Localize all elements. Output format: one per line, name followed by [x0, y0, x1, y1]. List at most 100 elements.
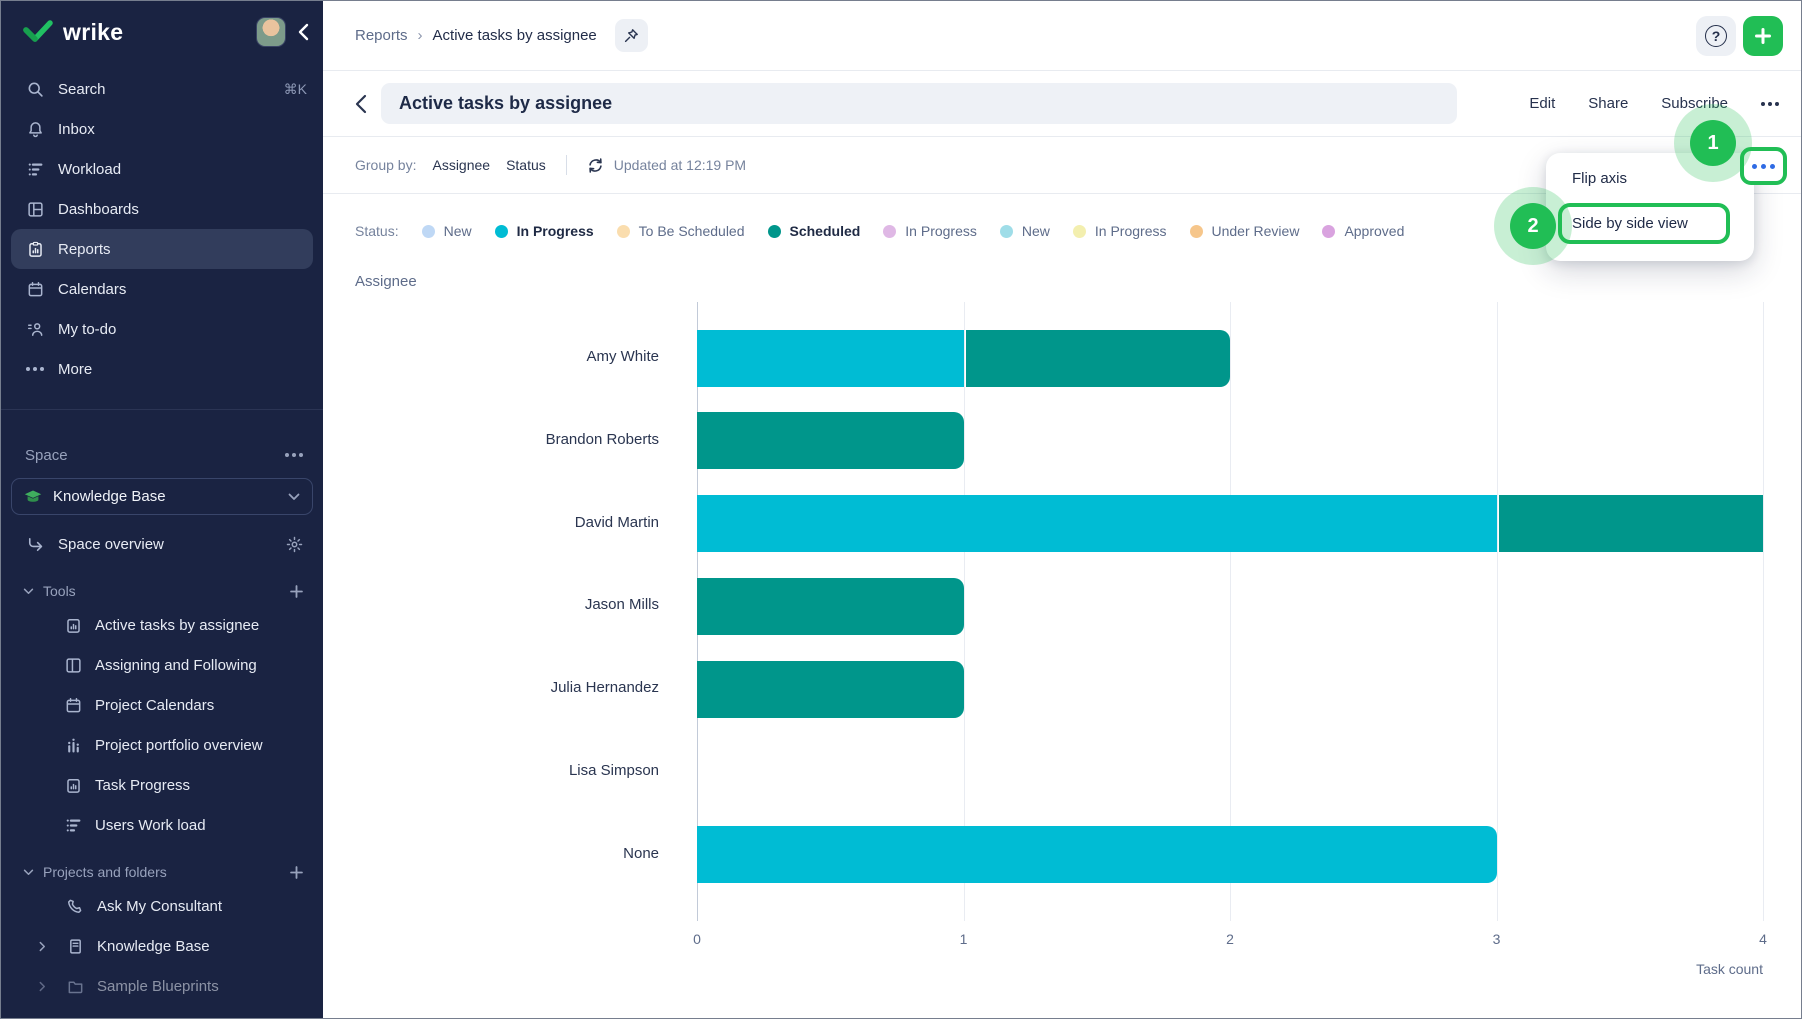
sidebar-item-label: Calendars: [58, 280, 127, 298]
bar-segment[interactable]: [697, 660, 964, 718]
sidebar-item-ask-my-consultant[interactable]: Ask My Consultant: [1, 886, 323, 926]
bar-segment[interactable]: [697, 329, 964, 387]
legend-item[interactable]: In Progress: [1072, 223, 1167, 239]
calendar-icon: [63, 697, 83, 714]
y-category-label: Amy White: [586, 348, 659, 365]
legend-item[interactable]: In Progress: [883, 223, 977, 239]
plus-icon[interactable]: [290, 865, 303, 879]
report-clipboard-icon: [63, 777, 83, 794]
breadcrumb-parent[interactable]: Reports: [355, 27, 408, 44]
gridline: [1496, 302, 1498, 921]
bar-segment[interactable]: [697, 495, 1497, 553]
x-tick-label: 4: [1759, 931, 1767, 947]
portfolio-chart-icon: [63, 737, 83, 754]
sidebar-item-project-portfolio[interactable]: Project portfolio overview: [1, 725, 323, 765]
back-button[interactable]: [355, 94, 367, 114]
topbar: Reports › Active tasks by assignee ?: [323, 1, 1801, 71]
sidebar-item-search[interactable]: Search ⌘K: [1, 69, 323, 109]
pin-button[interactable]: [614, 19, 648, 52]
legend-dot: [1189, 224, 1203, 238]
sidebar-item-sample-blueprints[interactable]: Sample Blueprints: [1, 966, 323, 1006]
ellipsis-icon: [25, 367, 45, 371]
document-icon: [65, 938, 85, 955]
space-section-label: Space: [25, 446, 68, 464]
chevron-right-icon[interactable]: [31, 981, 53, 992]
title-more-icon[interactable]: [1761, 101, 1779, 106]
sidebar-item-label: Search: [58, 80, 106, 98]
tools-group-label: Tools: [43, 583, 76, 599]
refresh-icon[interactable]: [587, 157, 604, 174]
bar-segment[interactable]: [965, 329, 1230, 387]
legend-item[interactable]: Approved: [1322, 223, 1404, 239]
chevron-down-icon: [23, 588, 34, 594]
sidebar-item-inbox[interactable]: Inbox: [1, 109, 323, 149]
topbar-actions: ?: [1696, 15, 1783, 56]
bar-segment[interactable]: [697, 577, 964, 635]
sidebar-item-project-calendars[interactable]: Project Calendars: [1, 685, 323, 725]
chevron-down-icon: [23, 869, 34, 875]
subscribe-button[interactable]: Subscribe: [1661, 95, 1728, 112]
legend-item[interactable]: To Be Scheduled: [616, 223, 745, 239]
menu-item-flip-axis[interactable]: Flip axis: [1572, 170, 1628, 187]
space-more-icon[interactable]: [285, 453, 303, 457]
legend-dot: [1072, 224, 1086, 238]
sidebar-item-space-overview[interactable]: Space overview: [1, 524, 323, 564]
sidebar-collapse-icon[interactable]: [298, 23, 309, 41]
sidebar-item-users-workload[interactable]: Users Work load: [1, 805, 323, 845]
chart-options-dropdown: Flip axis Side by side view: [1546, 153, 1754, 261]
dashboards-icon: [63, 657, 83, 674]
wrike-logo[interactable]: wrike: [23, 19, 123, 46]
sidebar-item-more[interactable]: More: [1, 349, 323, 389]
sidebar-item-label: Dashboards: [58, 200, 139, 218]
projects-group-header[interactable]: Projects and folders: [1, 858, 323, 886]
bar-segment[interactable]: [697, 412, 964, 470]
space-selector[interactable]: Knowledge Base: [11, 478, 313, 515]
breadcrumb: Reports › Active tasks by assignee: [355, 19, 648, 52]
report-title-input[interactable]: Active tasks by assignee: [381, 83, 1457, 124]
sidebar-item-label: More: [58, 360, 93, 378]
chevron-right-icon[interactable]: [31, 941, 53, 952]
sidebar-item-assigning-following[interactable]: Assigning and Following: [1, 645, 323, 685]
user-avatar[interactable]: [256, 17, 286, 47]
space-section-header: Space: [1, 444, 323, 466]
legend-item[interactable]: New: [999, 223, 1050, 239]
share-button[interactable]: Share: [1588, 95, 1629, 112]
x-tick-label: 3: [1492, 931, 1501, 947]
folder-icon: [65, 978, 85, 995]
sidebar-item-task-progress[interactable]: Task Progress: [1, 765, 323, 805]
wrike-logo-icon: [23, 20, 53, 42]
tool-item-label: Assigning and Following: [95, 656, 257, 674]
phone-icon: [65, 898, 85, 915]
person-list-icon: [25, 321, 45, 338]
x-tick-label: 0: [693, 931, 701, 947]
legend-dot: [616, 224, 630, 238]
search-icon: [25, 81, 45, 98]
legend-item[interactable]: In Progress: [494, 223, 594, 239]
sidebar-item-calendars[interactable]: Calendars: [1, 269, 323, 309]
sidebar-item-active-tasks-report[interactable]: Active tasks by assignee: [1, 605, 323, 645]
legend-item[interactable]: New: [421, 223, 472, 239]
help-button[interactable]: ?: [1696, 15, 1736, 56]
gear-icon[interactable]: [286, 536, 303, 553]
bar-segment[interactable]: [697, 826, 1497, 884]
legend-item[interactable]: Scheduled: [767, 223, 860, 239]
chart-more-button[interactable]: [1740, 147, 1787, 185]
plus-icon: [1755, 27, 1771, 44]
status-legend: Status: New In Progress To Be Scheduled …: [355, 213, 1781, 249]
gridline: [963, 302, 965, 921]
bar-segment[interactable]: [1498, 495, 1763, 553]
edit-button[interactable]: Edit: [1529, 95, 1556, 112]
legend-item[interactable]: Under Review: [1189, 223, 1299, 239]
sidebar-item-workload[interactable]: Workload: [1, 149, 323, 189]
sidebar-item-knowledge-base-project[interactable]: Knowledge Base: [1, 926, 323, 966]
tools-group-header[interactable]: Tools: [1, 577, 323, 605]
sidebar-item-reports[interactable]: Reports: [11, 229, 313, 269]
create-button[interactable]: [1743, 15, 1783, 56]
sidebar-item-my-todo[interactable]: My to-do: [1, 309, 323, 349]
menu-item-side-by-side-view[interactable]: Side by side view: [1558, 203, 1730, 244]
group-by-assignee[interactable]: Assignee: [432, 157, 491, 173]
workload-icon: [63, 817, 83, 834]
sidebar-item-dashboards[interactable]: Dashboards: [1, 189, 323, 229]
group-by-status[interactable]: Status: [506, 157, 546, 173]
plus-icon[interactable]: [290, 584, 303, 598]
